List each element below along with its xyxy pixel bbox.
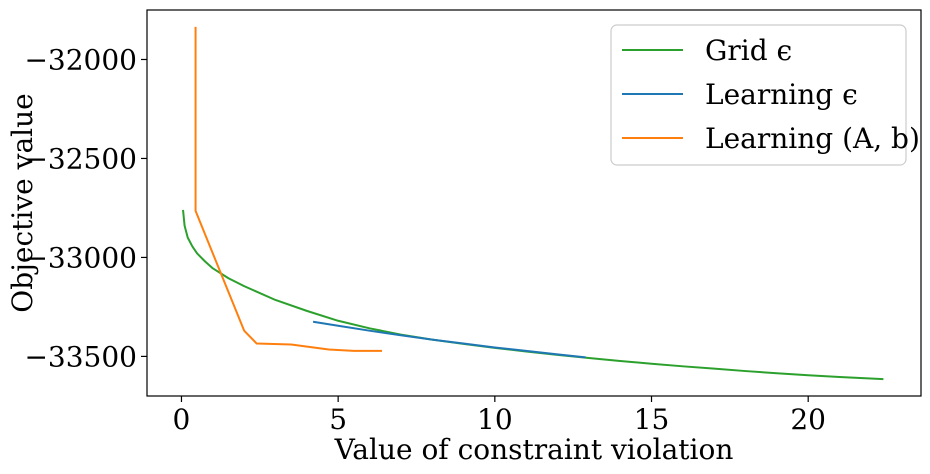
x-tick-label: 0	[173, 403, 191, 436]
x-tick-label: 10	[477, 403, 513, 436]
y-axis-label: Objective value	[6, 93, 39, 312]
y-axis-ticks: −32000 −32500 −33000 −33500	[24, 43, 147, 373]
x-tick-label: 5	[329, 403, 347, 436]
y-tick-label: −33500	[24, 340, 137, 373]
legend-label-1: Grid ϵ	[705, 34, 792, 67]
legend-label-3: Learning (A, b)	[705, 122, 920, 155]
x-axis-label: Value of constraint violation	[334, 433, 734, 466]
series-lines	[182, 26, 884, 381]
series-line-2	[312, 320, 586, 359]
y-tick-label: −33000	[24, 241, 137, 274]
x-tick-label: 15	[634, 403, 670, 436]
series-line-1	[182, 209, 884, 381]
series-line-3	[194, 26, 383, 352]
legend-label-2: Learning ϵ	[705, 78, 858, 111]
legend-box	[610, 24, 907, 166]
x-axis-ticks: 0 5 10 15 20	[173, 396, 826, 436]
plot-area	[146, 9, 922, 397]
legend: Grid ϵ Learning ϵ Learning (A, b)	[610, 24, 920, 166]
y-tick-label: −32500	[24, 142, 137, 175]
x-tick-label: 20	[790, 403, 826, 436]
y-tick-label: −32000	[24, 43, 137, 76]
